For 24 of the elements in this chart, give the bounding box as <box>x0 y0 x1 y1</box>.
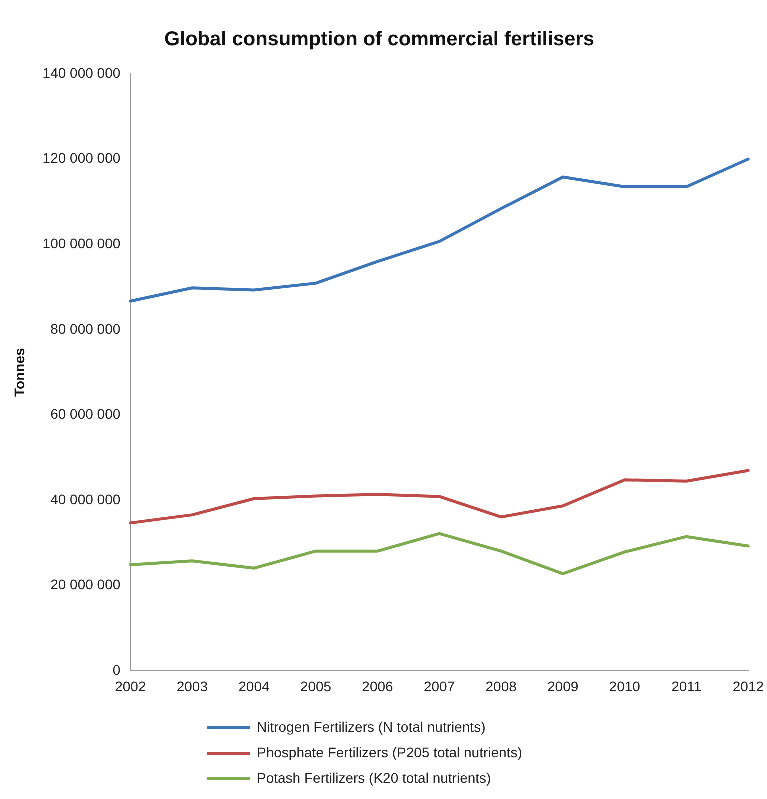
x-tick-label: 2008 <box>486 678 518 694</box>
x-tick-label: 2004 <box>238 678 270 694</box>
x-tick-label: 2003 <box>176 678 208 694</box>
legend-label: Nitrogen Fertilizers (N total nutrients) <box>257 718 486 735</box>
x-tick-label: 2010 <box>609 678 641 694</box>
y-tick-label: 60 000 000 <box>50 406 121 422</box>
x-tick-label: 2005 <box>300 678 332 694</box>
x-tick-label: 2006 <box>362 678 394 694</box>
y-tick-label: 140 000 000 <box>42 64 121 81</box>
y-tick-label: 40 000 000 <box>50 491 121 508</box>
x-tick-label: 2012 <box>732 678 764 694</box>
x-tick-label: 2011 <box>672 678 702 694</box>
y-axis-title: Tonnes <box>11 348 28 397</box>
y-tick-label: 120 000 000 <box>42 150 121 166</box>
x-tick-label: 2009 <box>548 678 579 694</box>
x-tick-label: 2007 <box>424 678 456 694</box>
y-tick-label: 0 <box>112 662 121 678</box>
chart-title: Global consumption of commercial fertilisers <box>164 28 595 51</box>
x-tick-label: 2002 <box>115 678 146 694</box>
legend-label: Phosphate Fertilizers (P205 total nutrients) <box>257 744 522 760</box>
y-tick-label: 80 000 000 <box>50 320 121 337</box>
y-tick-label: 100 000 000 <box>42 235 121 252</box>
y-tick-label: 20 000 000 <box>50 576 121 593</box>
legend-label: Potash Fertilizers (K20 total nutrients) <box>257 770 492 786</box>
